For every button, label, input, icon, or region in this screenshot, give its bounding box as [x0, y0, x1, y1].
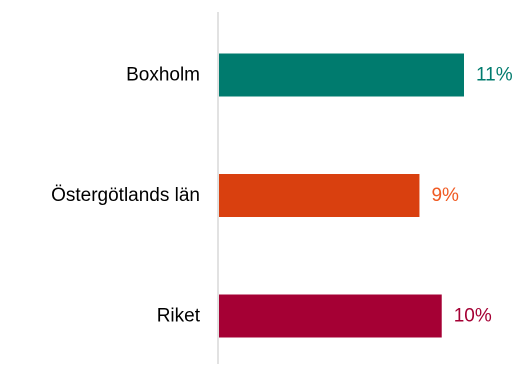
- category-label-2: Riket: [157, 306, 201, 327]
- category-label-1: Östergötlands län: [51, 185, 200, 206]
- value-label-0: 11%: [476, 65, 513, 86]
- bar-0: [219, 53, 464, 97]
- bar-1: [219, 174, 420, 217]
- value-label-1: 9%: [431, 185, 459, 206]
- bars-group: [219, 53, 464, 338]
- value-label-2: 10%: [454, 306, 492, 327]
- category-label-0: Boxholm: [126, 65, 200, 86]
- value-labels-group: 11% 9% 10%: [431, 65, 512, 327]
- bar-2: [219, 294, 442, 338]
- category-labels-group: Boxholm Östergötlands län Riket: [51, 65, 201, 327]
